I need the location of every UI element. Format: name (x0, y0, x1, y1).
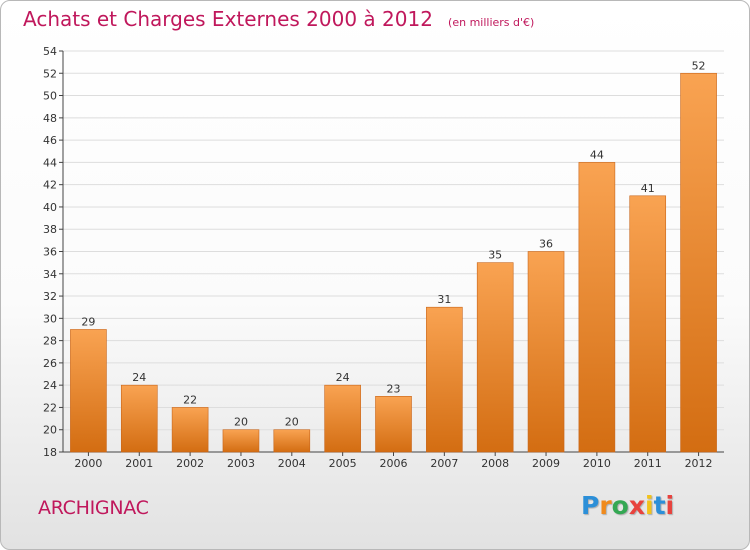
bars (70, 72, 717, 453)
bar (120, 384, 158, 453)
brand-letter: o (611, 491, 629, 520)
bar (578, 162, 616, 453)
y-tick-label: 52 (43, 67, 57, 80)
x-tick-label: 2010 (583, 457, 611, 470)
brand-letter: r (599, 491, 612, 520)
chart-title: Achats et Charges Externes 2000 à 2012 (23, 7, 433, 31)
data-label: 41 (641, 182, 655, 195)
y-tick-label: 54 (43, 45, 57, 58)
x-tick-label: 2004 (278, 457, 306, 470)
x-tick-label: 2009 (532, 457, 560, 470)
data-label: 22 (183, 393, 197, 406)
y-tick-label: 30 (43, 312, 57, 325)
bar (375, 396, 412, 453)
x-tick-label: 2012 (685, 457, 713, 470)
data-label: 52 (692, 59, 706, 72)
y-tick-label: 28 (43, 335, 57, 348)
y-tick-label: 32 (43, 290, 57, 303)
chart-unit: (en milliers d'€) (448, 16, 535, 29)
bar (222, 429, 260, 453)
y-tick-label: 40 (43, 201, 57, 214)
y-tick-label: 42 (43, 179, 57, 192)
labels: 18 20 22 24 26 28 30 32 34 36 38 40 42 44 46 48 50 52 54 29… (43, 45, 713, 470)
y-tick-label: 18 (43, 446, 57, 459)
y-tick-label: 22 (43, 401, 57, 414)
x-tick-label: 2001 (125, 457, 153, 470)
title-row: Achats et Charges Externes 2000 à 2012 (… (23, 7, 534, 31)
x-tick-label: 2003 (227, 457, 255, 470)
brand-letter: x (628, 491, 645, 520)
data-label: 36 (539, 238, 553, 251)
y-tick-label: 20 (43, 424, 57, 437)
x-tick-label: 2008 (481, 457, 509, 470)
brand-letter: i (645, 491, 654, 520)
brand-letter: i (665, 491, 675, 520)
y-tick-label: 26 (43, 357, 57, 370)
data-label: 29 (81, 315, 95, 328)
data-label: 23 (387, 382, 401, 395)
brand-letter: t (653, 491, 666, 520)
bar (426, 306, 463, 453)
y-tick-label: 38 (43, 223, 57, 236)
data-label: 44 (590, 148, 604, 161)
data-label: 20 (234, 416, 248, 429)
y-tick-label: 36 (43, 246, 57, 259)
bar (171, 407, 209, 453)
y-tick-label: 24 (43, 379, 57, 392)
data-label: 24 (132, 371, 146, 384)
brand-logo[interactable]: Proxiti (581, 491, 674, 520)
data-label: 24 (336, 371, 350, 384)
bar (680, 72, 717, 453)
y-tick-label: 34 (43, 268, 57, 281)
bar (273, 429, 311, 453)
x-tick-label: 2000 (74, 457, 102, 470)
y-tick-label: 50 (43, 90, 57, 103)
data-label: 35 (488, 249, 502, 262)
bar (70, 329, 107, 453)
commune-name: ARCHIGNAC (38, 497, 149, 519)
bar (629, 195, 667, 453)
bar (324, 384, 361, 453)
grid-lines (63, 50, 724, 431)
y-tick-label: 46 (43, 134, 57, 147)
brand-letter: P (581, 491, 600, 520)
data-label: 20 (285, 416, 299, 429)
bar (527, 251, 565, 453)
data-label: 31 (437, 293, 451, 306)
bar (476, 262, 514, 453)
x-tick-label: 2005 (329, 457, 357, 470)
x-tick-label: 2002 (176, 457, 204, 470)
x-tick-label: 2007 (430, 457, 458, 470)
y-tick-label: 44 (43, 156, 57, 169)
x-tick-label: 2006 (380, 457, 408, 470)
y-tick-label: 48 (43, 112, 57, 125)
x-tick-label: 2011 (634, 457, 662, 470)
